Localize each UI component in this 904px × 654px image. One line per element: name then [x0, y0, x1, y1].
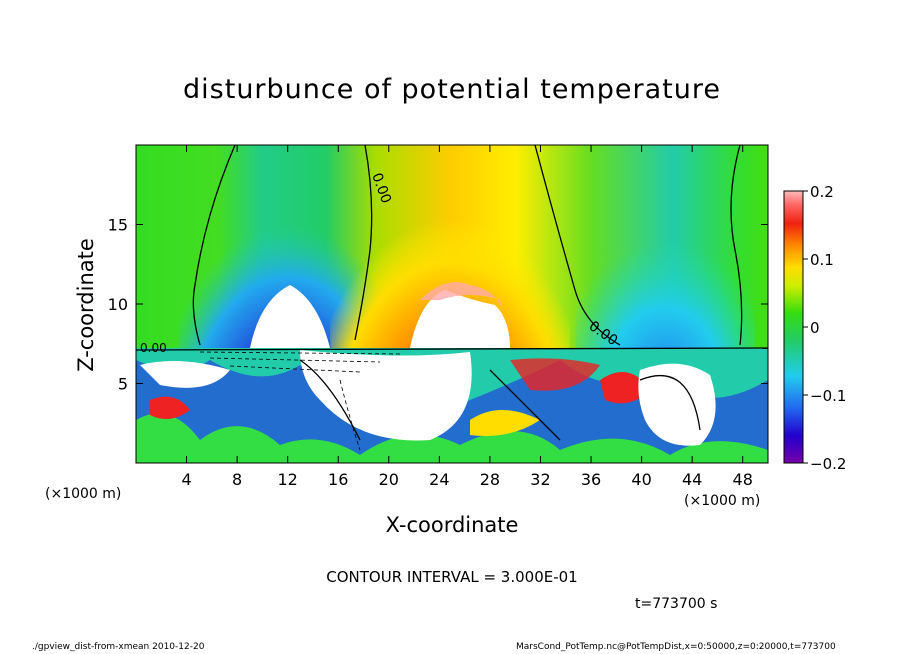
- x-tick-label: 36: [581, 470, 601, 489]
- y-tick-label: 15: [108, 216, 128, 235]
- colorbar-tick-label: 0.1: [810, 251, 834, 269]
- footer-left: ./gpview_dist-from-xmean 2010-12-20: [32, 642, 205, 652]
- x-tick-label: 20: [379, 470, 399, 489]
- colorbar-tick-label: 0: [810, 319, 820, 337]
- x-tick-label: 48: [733, 470, 753, 489]
- x-tick-label: 28: [480, 470, 500, 489]
- colorbar-tick-label: −0.1: [810, 387, 846, 405]
- colorbar-ticks: 0.2 0.1 0 −0.1 −0.2: [803, 183, 846, 473]
- x-axis-unit: (×1000 m): [684, 493, 761, 509]
- x-tick-label: 44: [682, 470, 702, 489]
- colorbar: [783, 190, 804, 464]
- x-tick-label: 12: [278, 470, 298, 489]
- x-tick-label: 24: [429, 470, 449, 489]
- x-tick-label: 32: [530, 470, 550, 489]
- y-axis: 5 10 15: [108, 216, 768, 394]
- y-tick-label: 5: [118, 375, 128, 394]
- x-axis: 4 8 12 16 20 24 28 32 36 40 44 48: [181, 145, 753, 489]
- y-axis-label: Z-coordinate: [74, 238, 98, 372]
- x-tick-label: 4: [181, 470, 191, 489]
- colorbar-tick-label: −0.2: [810, 455, 846, 473]
- heatmap-field: 0.00 0.00 0.00: [136, 145, 768, 463]
- footer-right: MarsCond_PotTemp.nc@PotTempDist,x=0:5000…: [516, 642, 836, 652]
- chart-title: disturbunce of potential temperature: [183, 74, 721, 105]
- contour-label-3: 0.00: [140, 341, 167, 355]
- x-axis-label: X-coordinate: [385, 513, 519, 537]
- x-tick-label: 8: [232, 470, 242, 489]
- x-tick-label: 40: [631, 470, 651, 489]
- colorbar-tick-label: 0.2: [810, 183, 834, 201]
- time-label: t=773700 s: [635, 596, 718, 612]
- y-axis-unit: (×1000 m): [45, 486, 122, 502]
- x-tick-label: 16: [328, 470, 348, 489]
- contour-interval: CONTOUR INTERVAL = 3.000E-01: [326, 568, 578, 586]
- y-tick-label: 10: [108, 295, 128, 314]
